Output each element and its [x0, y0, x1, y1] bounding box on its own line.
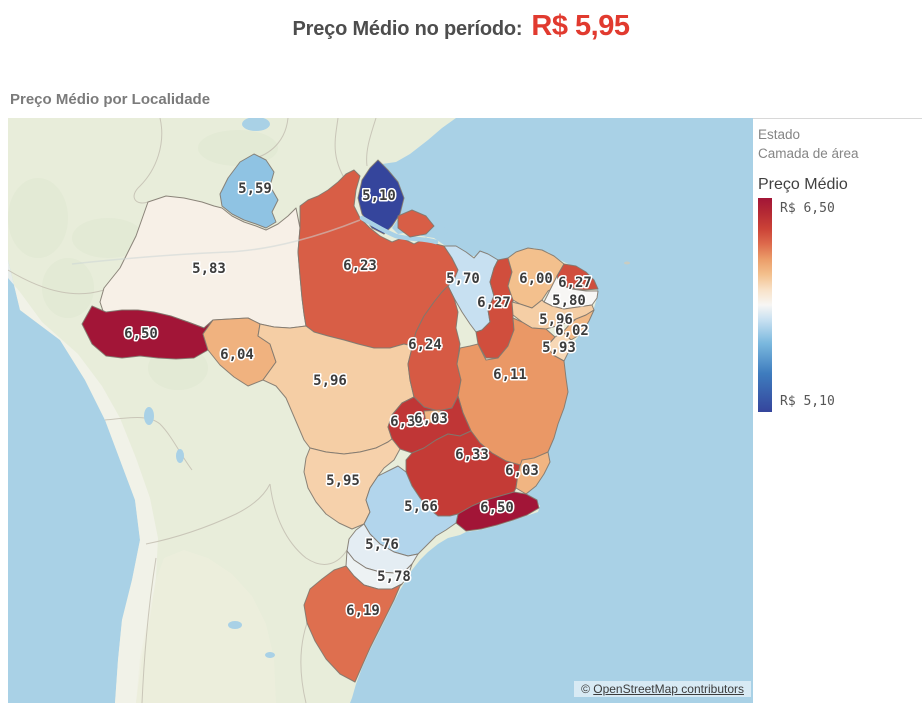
forest-texture: [72, 218, 144, 258]
marajo-island[interactable]: [397, 209, 435, 238]
state-value-label-PB: 5,80: [552, 293, 586, 309]
lake: [265, 652, 275, 658]
lake: [176, 449, 184, 463]
legend-max-label: R$ 6,50: [780, 201, 835, 216]
labels-layer: 5,59 5,10 5,83 6,23 5,70 6,27 6,00 6,27 5,80 5,96…: [123, 180, 594, 621]
forest-texture: [42, 258, 94, 318]
country-border: [366, 118, 377, 167]
state-value-label-RJ: 6,50: [480, 500, 514, 516]
state-value-label-AP: 5,10: [362, 188, 396, 204]
amazon-river: [71, 219, 361, 265]
legend-min-label: R$ 5,10: [780, 394, 835, 409]
kpi-title: Preço Médio no período:: [292, 18, 523, 40]
state-ES[interactable]: [515, 451, 551, 495]
state-value-label-GO: 6,35: [390, 414, 424, 430]
andes-terrain: [8, 260, 158, 703]
state-RJ[interactable]: [455, 491, 540, 532]
copyright-symbol: ©: [581, 682, 590, 696]
state-value-label-AM: 5,83: [192, 261, 226, 277]
country-border: [300, 622, 308, 703]
country-border: [145, 483, 271, 545]
state-value-label-SP: 5,66: [404, 499, 438, 515]
states-layer: [81, 153, 599, 683]
lake: [144, 407, 154, 425]
choropleth-map[interactable]: 5,59 5,10 5,83 6,23 5,70 6,27 6,00 6,27 5,80 5,96…: [8, 118, 753, 703]
state-RR[interactable]: [219, 153, 279, 229]
state-value-label-RN: 6,27: [558, 275, 592, 291]
pampas-terrain: [136, 550, 276, 703]
map-canvas[interactable]: 5,59 5,10 5,83 6,23 5,70 6,27 6,00 6,27 5,80 5,96…: [8, 118, 753, 703]
state-value-label-SC: 5,78: [377, 569, 411, 585]
state-value-label-AC: 6,50: [124, 326, 158, 342]
country-border: [133, 118, 163, 204]
state-value-label-BA: 6,11: [493, 367, 527, 383]
state-value-label-MA: 5,70: [446, 271, 480, 287]
country-border: [141, 557, 157, 703]
state-DF[interactable]: [423, 409, 443, 424]
map-attribution: © OpenStreetMap contributors: [574, 681, 751, 697]
state-value-label-MT: 5,96: [313, 373, 347, 389]
country-border: [269, 483, 348, 565]
amazon-river-mouth: [359, 215, 439, 245]
lake: [228, 621, 242, 629]
kpi-value: R$ 5,95: [531, 10, 630, 42]
state-value-label-TO: 6,24: [408, 337, 442, 353]
chart-title: Preço Médio por Localidade: [10, 91, 211, 108]
state-value-label-PI: 6,27: [477, 295, 511, 311]
state-RS[interactable]: [303, 565, 403, 683]
forest-texture: [8, 178, 68, 258]
kpi-header: Preço Médio no período: R$ 5,95: [0, 0, 922, 44]
atlantic-islet: [624, 261, 630, 265]
state-value-label-PR: 5,76: [365, 537, 399, 553]
openstreetmap-link[interactable]: OpenStreetMap contributors: [593, 682, 744, 696]
legend-scale: R$ 6,50 R$ 5,10: [758, 198, 922, 412]
state-value-label-ES: 6,03: [505, 463, 539, 479]
map-object: 5,59 5,10 5,83 6,23 5,70 6,27 6,00 6,27 5,80 5,96…: [8, 118, 922, 703]
state-value-label-PA: 6,23: [343, 258, 377, 274]
state-value-label-RS: 6,19: [346, 603, 380, 619]
state-value-label-CE: 6,00: [519, 271, 553, 287]
country-border: [8, 269, 105, 295]
marajo-bay: [436, 227, 448, 235]
state-value-label-RO: 6,04: [220, 347, 254, 363]
legend-gradient: [758, 198, 772, 412]
state-value-label-SE: 5,93: [542, 340, 576, 356]
legend-layer-name: Estado: [758, 127, 801, 142]
state-value-label-DF: 6,03: [414, 411, 448, 427]
map-legend: Estado Camada de área Preço Médio R$ 6,5…: [753, 118, 922, 703]
legend-layer-type: Camada de área: [758, 146, 859, 161]
lake: [242, 118, 270, 131]
legend-measure-title: Preço Médio: [758, 176, 848, 193]
country-border: [255, 118, 289, 159]
state-value-label-AL: 6,02: [555, 323, 589, 339]
state-AP[interactable]: [357, 159, 405, 235]
state-value-label-RR: 5,59: [238, 181, 272, 197]
state-value-label-MG: 6,33: [455, 447, 489, 463]
state-value-label-PE: 5,96: [539, 312, 573, 328]
state-value-label-MS: 5,95: [326, 473, 360, 489]
